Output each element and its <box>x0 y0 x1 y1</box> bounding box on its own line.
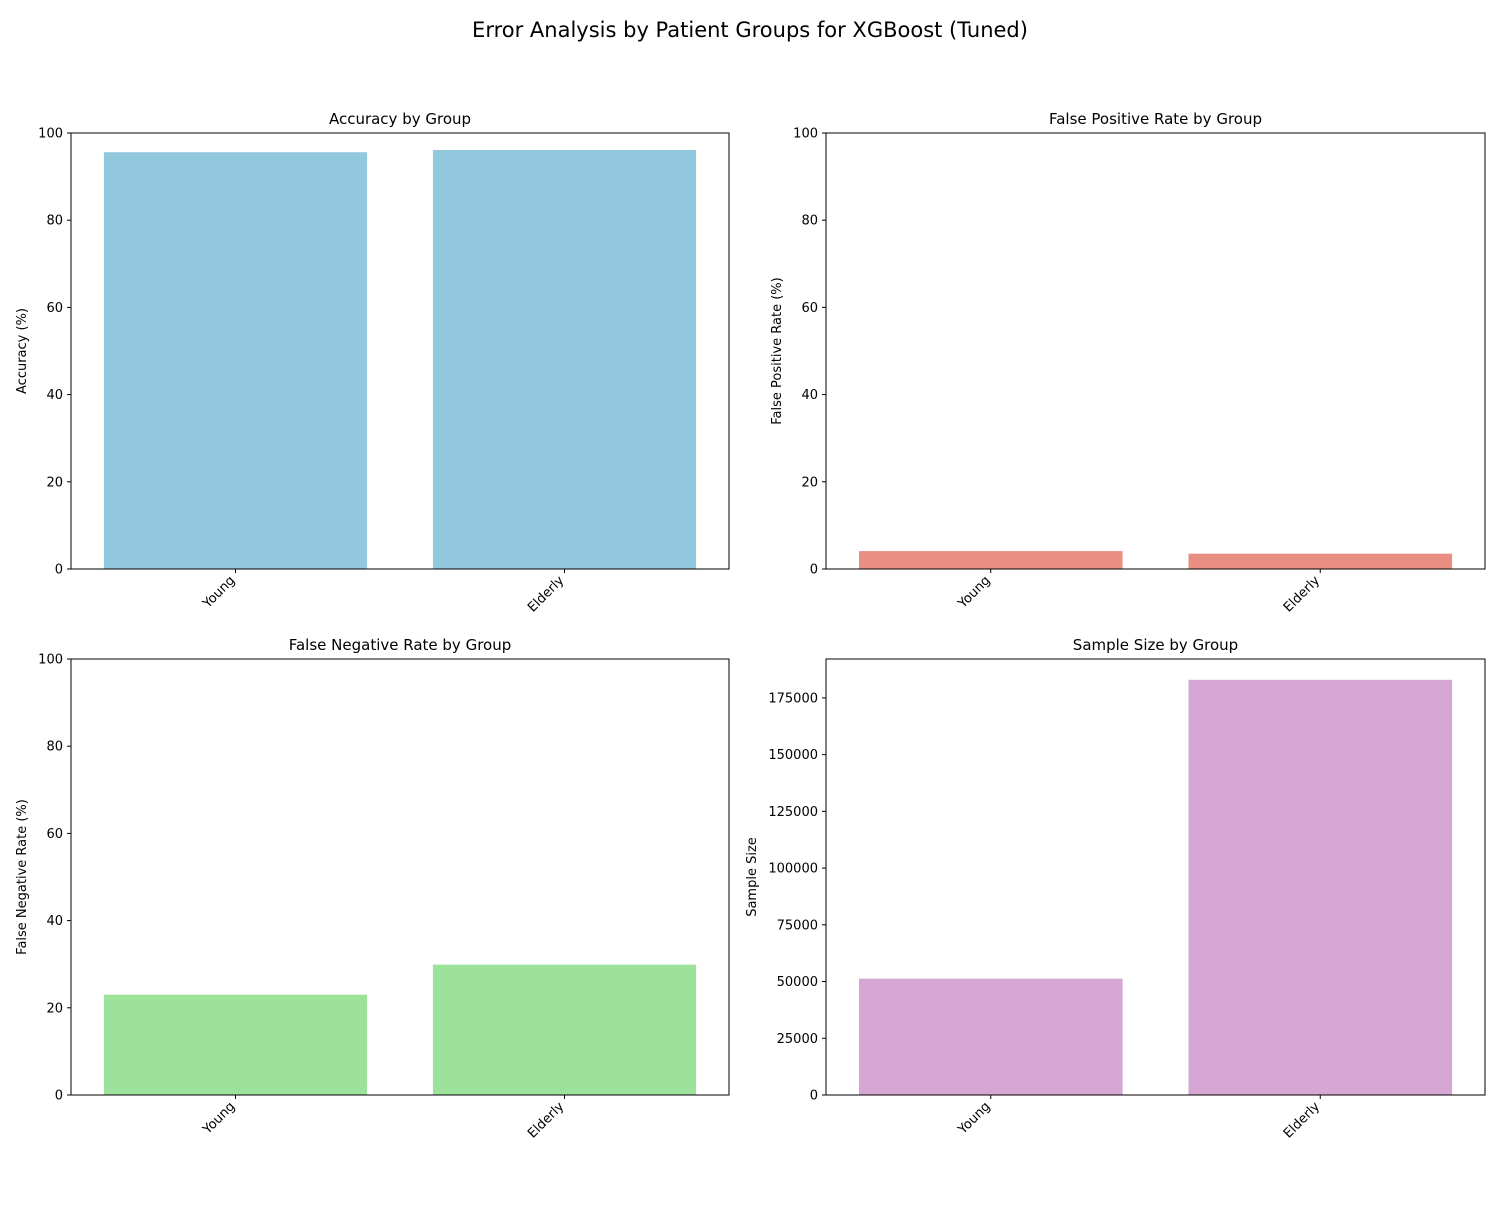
sample-size-y-tick-label: 125000 <box>768 805 818 820</box>
sample-size-bar-elderly <box>1188 679 1453 1095</box>
false-positive-rate-axes-frame <box>825 132 1486 570</box>
accuracy-x-tick-label: Young <box>200 573 239 612</box>
false-negative-rate-y-axis-label: False Negative Rate (%) <box>15 799 30 955</box>
false-negative-rate-x-tick-label: Elderly <box>525 1099 567 1141</box>
sample-size-y-tick-label: 0 <box>810 1089 818 1104</box>
accuracy-y-tick-label: 60 <box>46 301 63 316</box>
accuracy-bar-young <box>103 152 368 569</box>
accuracy-y-tick-label: 40 <box>46 388 63 403</box>
false-negative-rate-y-tick-label: 100 <box>38 653 63 668</box>
sample-size-y-tick-label: 175000 <box>768 691 818 706</box>
false-negative-rate-x-tick-label: Young <box>200 1099 239 1138</box>
accuracy-y-axis-label: Accuracy (%) <box>15 308 30 394</box>
sample-size-y-axis-label: Sample Size <box>745 837 760 917</box>
false-positive-rate-x-tick-label: Elderly <box>1281 573 1323 615</box>
accuracy-y-tick-label: 0 <box>55 563 63 578</box>
false-negative-rate-bar-young <box>103 994 368 1095</box>
false-negative-rate-y-tick-label: 80 <box>46 740 63 755</box>
accuracy-bar-elderly <box>432 150 697 569</box>
sample-size-y-tick-label: 100000 <box>768 862 818 877</box>
false-negative-rate-chart-title: False Negative Rate by Group <box>289 636 512 654</box>
sample-size-bar-young <box>859 978 1123 1095</box>
false-positive-rate-y-axis-label: False Positive Rate (%) <box>770 277 785 424</box>
sample-size-y-tick-label: 50000 <box>777 975 818 990</box>
sample-size-y-tick-label: 75000 <box>777 918 818 933</box>
sample-size-chart-title: Sample Size by Group <box>1073 636 1238 654</box>
accuracy-x-tick-label: Elderly <box>525 573 567 615</box>
accuracy-y-tick-label: 100 <box>38 127 63 142</box>
false-positive-rate-x-tick-label: Young <box>955 573 994 612</box>
false-positive-rate-y-tick-label: 60 <box>801 301 818 316</box>
false-negative-rate-axes-frame <box>70 658 730 1096</box>
accuracy-y-tick-label: 20 <box>46 475 63 490</box>
figure-title: Error Analysis by Patient Groups for XGB… <box>472 18 1028 42</box>
sample-size-axes-frame <box>825 658 1486 1096</box>
false-positive-rate-bar-young <box>859 551 1123 569</box>
false-negative-rate-bar-elderly <box>432 964 697 1095</box>
sample-size-y-tick-label: 150000 <box>768 748 818 763</box>
false-positive-rate-y-tick-label: 0 <box>810 563 818 578</box>
false-positive-rate-y-tick-label: 20 <box>801 475 818 490</box>
false-negative-rate-y-tick-label: 40 <box>46 914 63 929</box>
false-positive-rate-chart-title: False Positive Rate by Group <box>1049 110 1262 128</box>
false-positive-rate-y-tick-label: 100 <box>793 127 818 142</box>
accuracy-chart-title: Accuracy by Group <box>329 110 471 128</box>
false-negative-rate-y-tick-label: 0 <box>55 1089 63 1104</box>
accuracy-axes-frame <box>70 132 730 570</box>
false-positive-rate-bar-elderly <box>1188 553 1453 569</box>
false-negative-rate-y-tick-label: 60 <box>46 827 63 842</box>
false-positive-rate-y-tick-label: 40 <box>801 388 818 403</box>
sample-size-y-tick-label: 25000 <box>777 1032 818 1047</box>
sample-size-x-tick-label: Elderly <box>1281 1099 1323 1141</box>
sample-size-x-tick-label: Young <box>955 1099 994 1138</box>
false-positive-rate-y-tick-label: 80 <box>801 214 818 229</box>
accuracy-y-tick-label: 80 <box>46 214 63 229</box>
false-negative-rate-y-tick-label: 20 <box>46 1001 63 1016</box>
